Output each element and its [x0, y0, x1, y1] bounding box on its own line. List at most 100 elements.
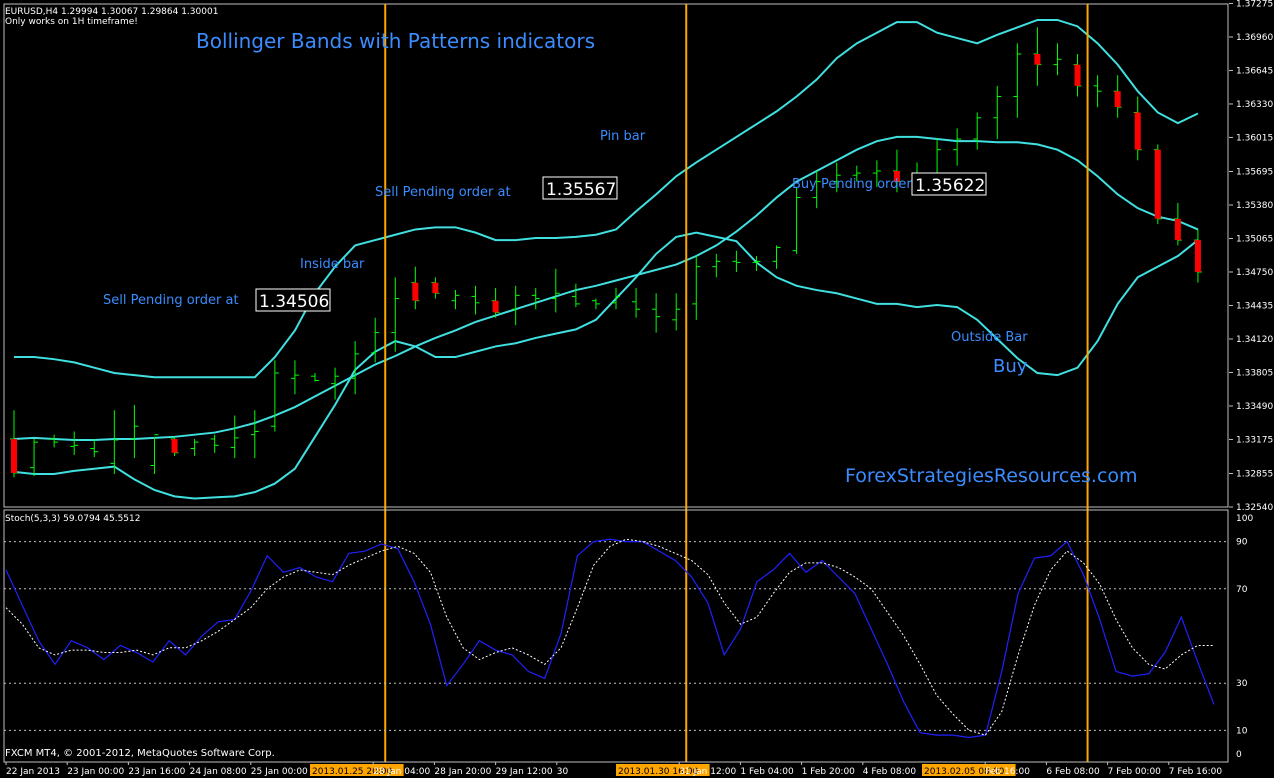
- ohlc-bar: [1073, 53, 1082, 97]
- ohlc-bar: [250, 410, 259, 459]
- ohlc-bar: [371, 317, 380, 363]
- watermark: ForexStrategiesResources.com: [845, 465, 1138, 487]
- bear-candle-body: [1034, 53, 1041, 65]
- price-tick-label: 1.35380: [1236, 201, 1273, 211]
- ohlc-bar: [792, 186, 801, 254]
- price-tick-label: 1.33175: [1236, 435, 1273, 445]
- stoch-tick-label: 70: [1236, 585, 1248, 595]
- time-label: 28 Jan 20:00: [434, 767, 491, 777]
- price-box-3: [911, 172, 987, 196]
- ohlc-bar: [331, 367, 340, 400]
- ohlc-bar: [672, 293, 681, 331]
- ohlc-bar: [652, 293, 661, 333]
- price-tick-label: 1.32855: [1236, 470, 1273, 480]
- ohlc-bar: [451, 290, 460, 310]
- ohlc-bar: [772, 245, 781, 269]
- ohlc-bar: [1113, 75, 1122, 118]
- ohlc-bar: [1013, 43, 1022, 118]
- highlighted-time-box: [616, 764, 710, 776]
- ohlc-bar: [210, 434, 219, 453]
- ohlc-bar: [130, 404, 139, 459]
- ohlc-bar: [1053, 43, 1062, 76]
- bear-candle-body: [1174, 218, 1181, 241]
- ohlc-bar: [551, 268, 560, 313]
- price-frame: [3, 3, 1229, 508]
- bear-candle-body: [1074, 64, 1081, 86]
- ohlc-bar: [732, 250, 741, 272]
- ohlc-bar: [1133, 96, 1142, 161]
- ohlc-bar: [872, 160, 881, 187]
- price-tick-label: 1.34435: [1236, 301, 1273, 311]
- time-label-highlighted: 2013.01.30 16:00: [618, 767, 699, 777]
- ohlc-bar: [832, 162, 841, 193]
- time-label: 28 Jan 04:00: [373, 767, 430, 777]
- bear-candle-body: [171, 438, 178, 453]
- ohlc-bar: [511, 285, 520, 326]
- ohlc-bar: [1093, 75, 1102, 108]
- ohlc-bar: [290, 360, 299, 395]
- chart-title: Bollinger Bands with Patterns indicators: [196, 29, 595, 53]
- ohlc-bar: [150, 434, 159, 475]
- ohlc-bar: [491, 287, 500, 318]
- ohlc-bar: [471, 285, 480, 315]
- ohlc-bar: [270, 360, 279, 432]
- ohlc-bar: [571, 283, 580, 308]
- highlighted-time-box: [922, 764, 1016, 776]
- buy-label: Buy: [993, 356, 1028, 377]
- bear-candle-body: [1114, 91, 1121, 108]
- ohlc-bar: [812, 170, 821, 209]
- ohlc-bar: [30, 438, 39, 477]
- bear-candle-body: [893, 170, 900, 182]
- time-label: 7 Feb 00:00: [1108, 767, 1162, 777]
- price-tick-label: 1.36960: [1236, 33, 1273, 43]
- buy-pending-label: Buy Pending order at: [792, 177, 929, 192]
- stoch-tick-label: 100: [1236, 514, 1253, 524]
- stoch-tick-label: 30: [1236, 679, 1248, 689]
- highlighted-time-box: [310, 764, 404, 776]
- time-label: 4 Feb 08:00: [863, 767, 917, 777]
- sell-pending-label-2: Sell Pending order at: [375, 185, 511, 200]
- stoch-tick-label: 0: [1236, 750, 1242, 760]
- bear-candle-body: [492, 300, 499, 313]
- stoch-frame: [3, 509, 1229, 763]
- time-label: 30: [557, 767, 569, 777]
- time-label: 31 Jan 12:00: [679, 767, 736, 777]
- price-tick-label: 1.36645: [1236, 66, 1273, 76]
- ohlc-bar: [431, 277, 440, 299]
- time-label: 29 Jan 12:00: [496, 767, 553, 777]
- time-label: 24 Jan 08:00: [190, 767, 247, 777]
- time-label: Feb 16:00: [985, 767, 1030, 777]
- ohlc-bar: [852, 165, 861, 182]
- stoch-main-line: [5, 538, 1215, 739]
- ohlc-bar: [70, 431, 79, 455]
- price-label-2: 1.35567: [546, 180, 616, 200]
- ohlc-bar: [692, 256, 701, 320]
- ohlc-bar: [170, 436, 179, 456]
- time-label-highlighted: 2013.01.25 20:00: [312, 767, 393, 777]
- bollinger-middle-band: [13, 135, 1199, 442]
- price-tick-label: 1.36330: [1236, 100, 1273, 110]
- price-label-1: 1.34506: [259, 292, 329, 312]
- price-box-1: [255, 288, 331, 312]
- time-label: 25 Jan 00:00: [251, 767, 308, 777]
- price-tick-label: 1.34120: [1236, 335, 1273, 345]
- price-box-2: [542, 176, 618, 200]
- ohlc-bar: [351, 341, 360, 395]
- price-tick-label: 1.32540: [1236, 503, 1273, 513]
- price-tick-label: 1.33805: [1236, 368, 1273, 378]
- bear-candle-body: [11, 438, 17, 473]
- ohlc-bar: [230, 415, 239, 459]
- time-label-highlighted: 2013.02.05 08:00: [924, 767, 1005, 777]
- inside-bar-label: Inside bar: [300, 257, 365, 272]
- time-label: 6 Feb 08:00: [1046, 767, 1100, 777]
- price-tick-label: 1.33490: [1236, 402, 1273, 412]
- sell-pending-label-1: Sell Pending order at: [103, 293, 239, 308]
- stochastic-label: Stoch(5,3,3) 59.0794 45.5512: [5, 514, 140, 524]
- ohlc-bar: [1033, 27, 1042, 86]
- ohlc-bar: [391, 277, 400, 352]
- ohlc-bar: [612, 287, 620, 310]
- ohlc-bar: [531, 287, 540, 310]
- pin-bar-label: Pin bar: [600, 129, 646, 144]
- time-label: 23 Jan 00:00: [67, 767, 124, 777]
